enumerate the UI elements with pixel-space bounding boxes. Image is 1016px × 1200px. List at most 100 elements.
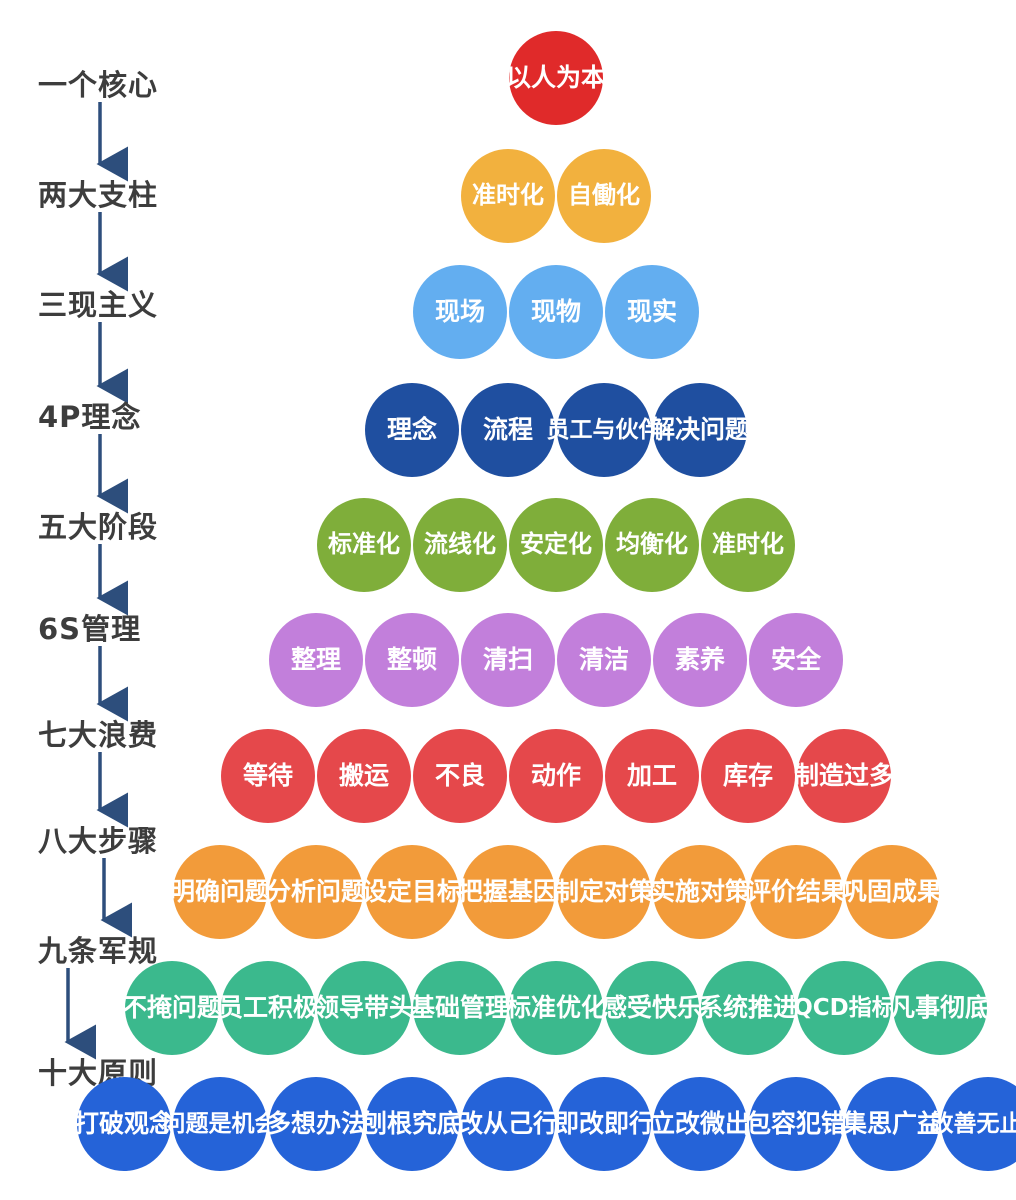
concept-text: 刨根	[361, 1108, 412, 1138]
concept-circle: 制造 过多	[794, 729, 895, 823]
concept-circle: 均衡化	[605, 498, 699, 592]
concept-text: 标准化	[328, 530, 400, 559]
concept-text: 清洁	[578, 644, 629, 674]
concept-text: 不掩	[121, 992, 172, 1022]
concept-circle: 搬运	[317, 729, 411, 823]
concept-circle: 明确 问题	[169, 845, 270, 939]
concept-circle: 系统 推进	[697, 961, 799, 1055]
concept-circle: 等待	[221, 729, 315, 823]
concept-circle: 刨根 究底	[361, 1077, 463, 1171]
concept-text: 积极	[268, 992, 319, 1022]
concept-text: 问题是	[162, 1110, 232, 1137]
concept-circle: 整顿	[365, 613, 459, 707]
concept-text: 现物	[530, 296, 581, 326]
concept-text: 广益	[892, 1108, 943, 1138]
concept-circle: 标准化	[317, 498, 411, 592]
concept-text: 管理	[460, 992, 511, 1022]
concept-circle: 多想 办法	[265, 1077, 367, 1171]
concept-circle: 加工	[605, 729, 699, 823]
concept-text: 均衡化	[616, 530, 688, 559]
concept-text: 即行	[604, 1108, 655, 1138]
concept-text: 搬运	[338, 760, 389, 790]
concept-circle: 准时化	[701, 498, 795, 592]
concept-circle: 自働化	[557, 149, 651, 243]
concept-text: 指标	[848, 994, 895, 1021]
concept-circle: 领导 带头	[313, 961, 415, 1055]
concept-text: 成果	[892, 876, 943, 906]
concept-circle: 制定 对策	[553, 845, 654, 939]
concept-circle: 分析 问题	[266, 845, 367, 939]
concept-text: 问题	[172, 992, 223, 1022]
concept-text: 过多	[844, 760, 895, 790]
concept-text: 目标	[412, 876, 463, 906]
concept-circle: 包容 犯错	[745, 1077, 847, 1171]
concept-text: 准时化	[472, 181, 544, 210]
concept-circle: 问题是 机会	[163, 1077, 278, 1171]
level-label: 八大步骤	[38, 824, 159, 858]
concept-text: 理念	[386, 414, 437, 444]
concept-text: 现实	[626, 296, 677, 326]
concept-circle: 把握 基因	[458, 845, 558, 939]
concept-text: 办法	[316, 1108, 367, 1138]
concept-circle: 准时化	[461, 149, 555, 243]
concept-text: 改从	[457, 1108, 508, 1138]
concept-circle: 清扫	[461, 613, 555, 707]
level-label: 九条军规	[38, 934, 159, 968]
concept-text: 凡事	[889, 992, 940, 1022]
concept-text: 推进	[748, 992, 799, 1022]
concept-circle: 员工与 伙伴	[547, 383, 662, 477]
concept-text: 动作	[530, 760, 581, 790]
concept-circle: 库存	[701, 729, 795, 823]
concept-text: 基础	[409, 992, 460, 1022]
concept-text: 员工	[217, 992, 268, 1022]
concept-text: 素养	[674, 644, 725, 674]
concept-text: 整理	[290, 644, 341, 674]
concept-text: 改善无	[930, 1110, 1000, 1137]
concept-text: 带头	[364, 992, 415, 1022]
concept-text: 彻底	[940, 992, 991, 1022]
concept-text: 制定	[553, 876, 604, 906]
concept-circle: 以人 为本	[505, 31, 606, 125]
concept-text: 观念	[124, 1108, 175, 1138]
level-label: 两大支柱	[38, 178, 159, 212]
concept-text: 对策	[700, 876, 751, 906]
concept-text: 犯错	[796, 1108, 847, 1138]
concept-text: 明确	[169, 876, 220, 906]
concept-circle: 凡事 彻底	[889, 961, 991, 1055]
concept-text: 实施	[649, 876, 700, 906]
concept-circle: 员工 积极	[217, 961, 319, 1055]
concept-circle: 改善无止境	[931, 1077, 1016, 1171]
concept-circle: 现实	[605, 265, 699, 359]
level-label: 一个核心	[38, 68, 159, 102]
concept-text: 安定化	[520, 530, 592, 559]
concept-text: 以人	[505, 62, 556, 92]
concept-circle: 现物	[509, 265, 603, 359]
concept-text: 感受	[601, 992, 652, 1022]
concept-circle: 流线化	[413, 498, 507, 592]
concept-text: 问题	[316, 876, 367, 906]
concept-text: 准时化	[712, 530, 784, 559]
concept-circle: 清洁	[557, 613, 651, 707]
concept-circle: 评价 结果	[746, 845, 846, 939]
concept-text: QCD	[793, 994, 849, 1021]
concept-circle: 感受 快乐	[601, 961, 703, 1055]
concept-text: 立改	[649, 1108, 700, 1138]
concept-circle: 理念	[365, 383, 459, 477]
concept-circle: 集思 广益	[841, 1077, 943, 1171]
concept-text: 多想	[265, 1108, 316, 1138]
concept-text: 究底	[412, 1108, 463, 1138]
concept-text: 包容	[745, 1108, 796, 1138]
concept-circle: QCD 指标	[793, 961, 895, 1055]
concept-text: 系统	[697, 992, 748, 1022]
concept-circle: 安全	[749, 613, 843, 707]
concept-circle: 安定化	[509, 498, 603, 592]
concept-text: 打破	[73, 1108, 124, 1138]
concept-circle: 流程	[461, 383, 555, 477]
concept-text: 快乐	[652, 992, 703, 1022]
concept-text: 领导	[313, 992, 364, 1022]
concept-text: 巩固	[841, 876, 892, 906]
concept-text: 集思	[841, 1108, 892, 1138]
